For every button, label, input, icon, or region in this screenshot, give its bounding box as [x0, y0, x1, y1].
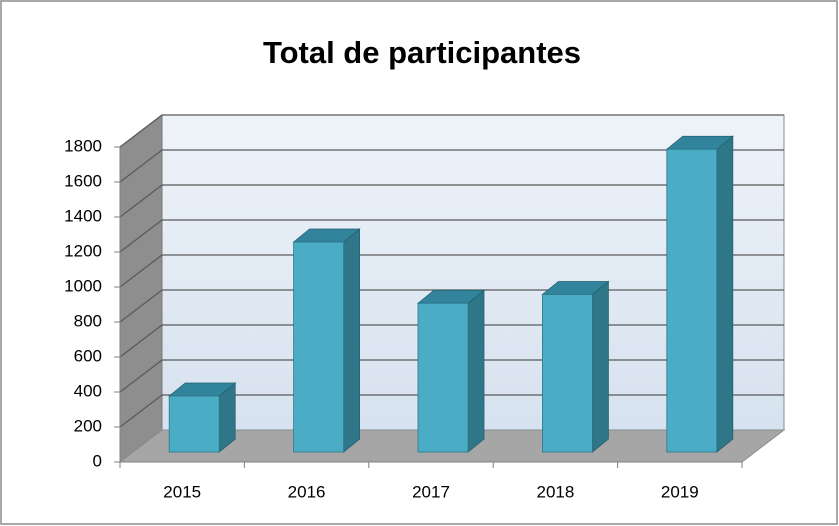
- bar-side: [592, 280, 609, 453]
- x-tick-label: 2015: [163, 482, 201, 501]
- bar-side: [467, 289, 485, 453]
- y-tick-label: 1600: [64, 171, 102, 190]
- bar-side: [343, 228, 361, 453]
- x-tick-label: 2016: [288, 482, 326, 501]
- y-tick-label: 1400: [64, 206, 102, 225]
- y-tick-label: 800: [74, 311, 102, 330]
- y-tick-label: 600: [74, 346, 102, 365]
- x-tick-label: 2019: [661, 482, 699, 501]
- grid-line: [119, 114, 784, 148]
- bar: [666, 148, 718, 453]
- bar-side: [716, 135, 734, 453]
- y-tick-label: 400: [74, 381, 102, 400]
- y-tick-label: 0: [93, 451, 102, 470]
- bar: [293, 241, 345, 453]
- grid-line: [119, 254, 784, 288]
- x-tick-label: 2017: [412, 482, 450, 501]
- bar: [168, 395, 220, 453]
- grid-line: [119, 219, 784, 253]
- side-wall: [119, 113, 163, 464]
- grid-line: [119, 149, 784, 183]
- grid-line: [119, 184, 784, 218]
- chart-title: Total de participantes: [263, 35, 581, 70]
- y-tick-label: 1800: [64, 136, 102, 155]
- x-tick-label: 2018: [536, 482, 574, 501]
- y-tick-label: 1000: [64, 276, 102, 295]
- bar: [417, 302, 469, 453]
- bar: [542, 294, 593, 453]
- y-tick-label: 200: [74, 416, 102, 435]
- y-tick-label: 1200: [64, 241, 102, 260]
